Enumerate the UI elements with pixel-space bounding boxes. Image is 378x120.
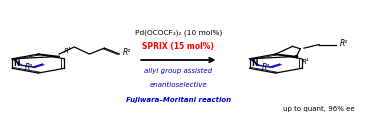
- Text: enantioselective: enantioselective: [149, 82, 207, 88]
- Text: SPRIX (15 mol%): SPRIX (15 mol%): [143, 42, 214, 51]
- Text: N: N: [251, 59, 257, 68]
- Text: R¹: R¹: [302, 59, 310, 65]
- Text: R³: R³: [25, 63, 33, 72]
- Text: R²: R²: [123, 48, 132, 57]
- Text: up to quant, 96% ee: up to quant, 96% ee: [283, 106, 355, 112]
- Text: Fujiwara–Moritani reaction: Fujiwara–Moritani reaction: [126, 97, 231, 103]
- Text: R³: R³: [262, 63, 270, 72]
- Text: R¹: R¹: [64, 48, 71, 54]
- Text: Pd(OCOCF₃)₂ (10 mol%): Pd(OCOCF₃)₂ (10 mol%): [135, 30, 222, 36]
- Text: R²: R²: [340, 39, 348, 48]
- Text: N: N: [14, 59, 20, 68]
- Text: allyl group assisted: allyl group assisted: [144, 68, 212, 74]
